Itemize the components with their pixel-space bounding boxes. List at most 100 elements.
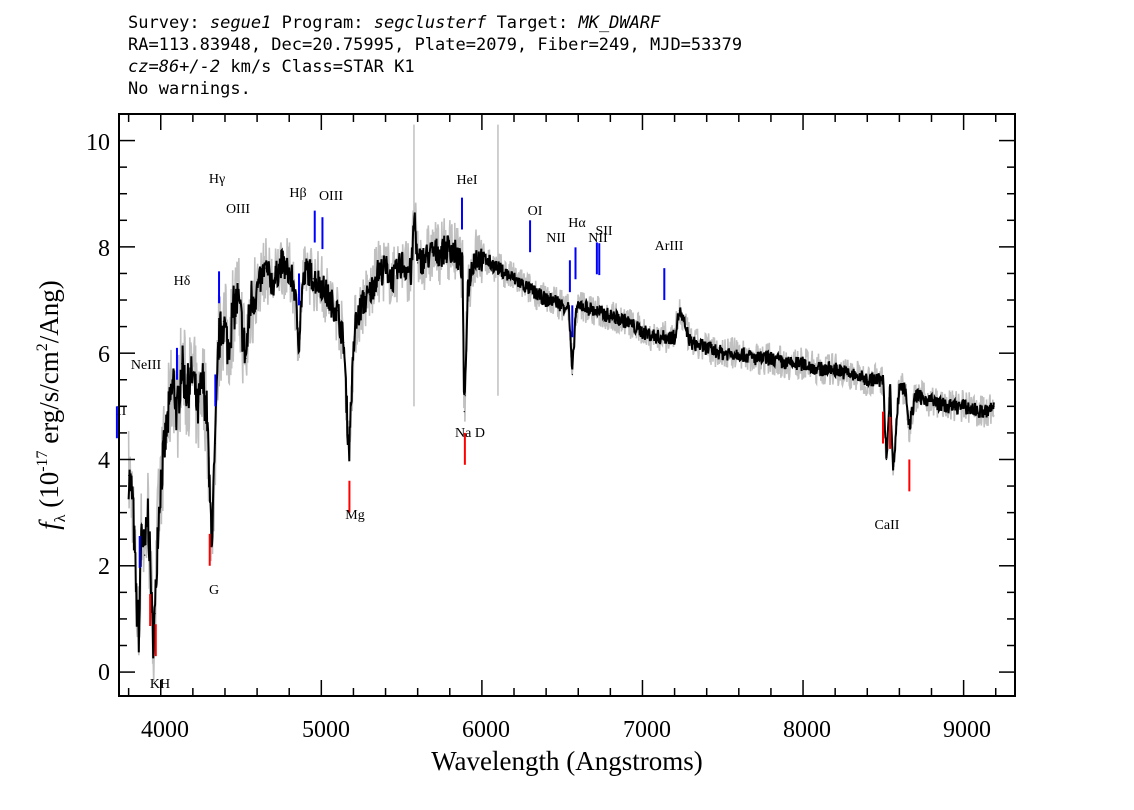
- flux-point: [993, 405, 995, 407]
- flux-point: [673, 336, 676, 338]
- flux-point: [376, 272, 379, 275]
- flux-point: [425, 256, 427, 259]
- flux-point: [172, 379, 175, 381]
- flux-point: [217, 341, 220, 344]
- line-label-g: G: [209, 583, 219, 598]
- flux-point: [882, 379, 884, 381]
- flux-point: [466, 288, 469, 290]
- flux-point: [722, 352, 724, 354]
- line-label-oi: OI: [528, 204, 543, 219]
- line-label-oiii-4363: OIII: [226, 202, 250, 217]
- flux-point: [154, 613, 156, 615]
- flux-point: [657, 336, 660, 338]
- flux-point: [441, 251, 443, 253]
- flux-point: [206, 416, 208, 418]
- flux-point: [449, 246, 451, 248]
- flux-point: [505, 272, 507, 275]
- y-tick-label: 8: [98, 236, 110, 262]
- flux-point: [802, 363, 804, 365]
- flux-point: [147, 512, 149, 514]
- header-line-survey: Survey: segue1 Program: segclusterf Targ…: [128, 13, 661, 33]
- flux-point: [209, 501, 211, 503]
- line-label-mg: Mg: [345, 508, 364, 523]
- flux-point: [410, 272, 412, 275]
- flux-point: [908, 426, 910, 429]
- line-label-hdelta: Hδ: [174, 274, 191, 289]
- flux-point: [401, 262, 403, 264]
- flux-point: [320, 283, 322, 285]
- flux-point: [245, 357, 247, 360]
- flux-point: [489, 262, 491, 264]
- flux-point: [866, 379, 868, 381]
- flux-point: [850, 373, 852, 376]
- flux-point: [641, 331, 644, 333]
- line-label-caii: CaII: [875, 518, 900, 533]
- x-tick-label: 5000: [302, 717, 350, 743]
- flux-point: [201, 379, 204, 381]
- flux-point: [298, 341, 300, 344]
- flux-point: [306, 267, 308, 269]
- line-label-oiii-5007: OIII: [319, 189, 343, 204]
- flux-point: [328, 299, 330, 301]
- flux-point: [690, 341, 692, 344]
- flux-point: [348, 448, 351, 450]
- y-tick-label: 0: [98, 660, 110, 686]
- flux-point: [521, 283, 523, 285]
- flux-point: [678, 310, 681, 312]
- flux-point: [288, 272, 290, 275]
- x-tick-label: 4000: [141, 717, 189, 743]
- flux-point: [211, 533, 213, 535]
- survey-name: segue1: [209, 13, 272, 33]
- header-line-redshift: cz=86+/-2 km/s Class=STAR K1: [128, 56, 742, 78]
- y-tick-label: 4: [98, 448, 110, 474]
- line-label-sii: SII: [595, 224, 612, 239]
- flux-point: [227, 347, 229, 349]
- spectral-line-labels: II NeIII Hδ Hγ OIII Hβ OIII HeI OI NII H…: [117, 172, 900, 692]
- flux-line: [127, 212, 995, 659]
- x-tick-label: 7000: [623, 717, 671, 743]
- line-label-hgamma: Hγ: [209, 172, 225, 187]
- flux-point: [413, 214, 416, 216]
- flux-point: [384, 267, 387, 269]
- flux-point: [889, 384, 891, 386]
- flux-point: [185, 389, 188, 391]
- line-label-nii-6548: NII: [546, 231, 566, 246]
- class-value: km/s Class=STAR K1: [230, 57, 415, 77]
- flux-point: [360, 304, 363, 306]
- flux-point: [156, 533, 159, 535]
- target-name: MK_DWARF: [578, 13, 661, 33]
- flux-point: [930, 400, 933, 402]
- flux-point: [898, 384, 900, 386]
- flux-point: [417, 262, 419, 264]
- flux-point: [232, 310, 234, 312]
- flux-point: [914, 395, 917, 397]
- flux-point: [892, 469, 894, 471]
- flux-point: [946, 405, 949, 407]
- flux-series: [127, 212, 995, 659]
- flux-point: [128, 474, 130, 477]
- line-label-neiii: NeIII: [131, 358, 162, 373]
- flux-point: [497, 267, 499, 269]
- flux-point: [464, 395, 466, 397]
- flux-point: [237, 299, 239, 301]
- y-tick-label: 10: [86, 130, 110, 156]
- flux-point: [818, 368, 820, 370]
- flux-point: [160, 480, 162, 482]
- flux-point: [770, 357, 772, 360]
- flux-point: [293, 283, 295, 285]
- header-line-coordinates: RA=113.83948, Dec=20.75995, Plate=2079, …: [128, 35, 743, 55]
- flux-point: [132, 496, 134, 498]
- flux-point: [354, 326, 356, 328]
- flux-point: [433, 251, 435, 253]
- flux-point: [580, 304, 583, 306]
- y-tick-label: 2: [98, 554, 110, 580]
- x-axis-title: Wavelength (Angstroms): [431, 746, 703, 776]
- flux-point: [264, 267, 266, 269]
- flux-point: [392, 278, 395, 280]
- flux-point: [513, 278, 515, 280]
- spectral-line-markers: [115, 197, 911, 657]
- y-tick-labels: 0 2 4 6 8 10: [86, 130, 110, 686]
- noise-band: [127, 124, 995, 683]
- flux-point: [545, 299, 547, 301]
